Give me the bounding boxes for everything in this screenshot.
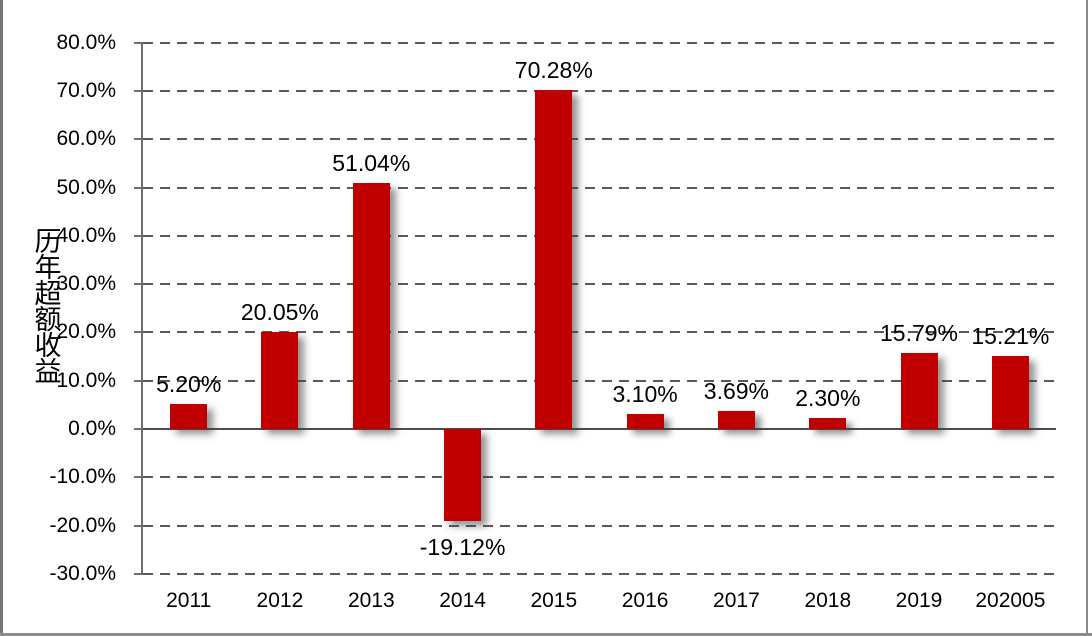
y-axis-tick-70 (134, 89, 141, 92)
value-label-2011: 5.20% (156, 370, 222, 397)
x-label-2017: 2017 (713, 589, 760, 612)
y-axis-title-char: 历 (34, 227, 62, 257)
y-axis-tick--10 (134, 476, 141, 479)
y-tick-label-0: 0.0% (68, 417, 116, 440)
value-label-2018: 2.30% (795, 384, 861, 411)
y-tick-label--10: -10.0% (49, 465, 116, 489)
x-label-2018: 2018 (804, 589, 852, 612)
bar-2013 (352, 182, 390, 429)
x-label-2016: 2016 (621, 589, 669, 612)
gridline-80 (143, 41, 1056, 44)
x-label-202005: 202005 (975, 589, 1046, 612)
bar-2012 (261, 332, 299, 429)
bar-2016 (626, 414, 664, 429)
gridline-50 (143, 186, 1056, 189)
bar-2014 (444, 429, 482, 522)
frame-bottom-border (0, 633, 1092, 636)
y-axis-title-char: 益 (34, 357, 62, 387)
value-label-2016: 3.10% (612, 381, 678, 407)
x-label-2012: 2012 (256, 589, 304, 612)
y-axis-title: 历年超额收益 (31, 227, 65, 387)
y-axis-title-char: 超 (34, 279, 62, 309)
gridline-30 (143, 283, 1056, 286)
x-label-2011: 2011 (166, 589, 212, 612)
x-label-2015: 2015 (530, 589, 578, 612)
y-axis-tick-0 (134, 428, 141, 430)
y-tick-label-50: 50.0% (56, 175, 116, 199)
y-axis-title-char: 额 (34, 305, 62, 335)
value-label-2012: 20.05% (240, 299, 319, 326)
x-label-2019: 2019 (895, 589, 943, 612)
value-label-202005: 15.21% (971, 322, 1050, 349)
y-tick-label--30: -30.0% (49, 561, 116, 585)
frame-left-border (0, 0, 3, 636)
gridline-60 (143, 138, 1056, 141)
y-axis-tick-80 (134, 41, 141, 44)
gridline--30 (143, 572, 1056, 575)
y-axis-tick--20 (134, 524, 141, 527)
bar-2017 (717, 411, 755, 429)
x-axis-zero-line (143, 428, 1056, 430)
value-label-2017: 3.69% (703, 378, 769, 405)
y-axis-tick-10 (134, 379, 141, 382)
x-label-2013: 2013 (347, 589, 395, 612)
y-tick-label-80: 80.0% (56, 30, 116, 54)
bar-2019 (900, 352, 938, 429)
bar-2018 (809, 417, 847, 429)
y-tick-label-70: 70.0% (56, 78, 116, 102)
y-axis-title-char: 收 (34, 331, 62, 361)
bar-202005 (991, 355, 1029, 429)
x-label-2014: 2014 (439, 589, 486, 612)
gridline--20 (143, 524, 1056, 527)
gridline-40 (143, 234, 1056, 237)
y-axis-tick-20 (134, 331, 141, 334)
frame-right-border (1086, 0, 1088, 636)
value-label-2015: 70.28% (514, 56, 593, 83)
y-tick-label-10: 10.0% (56, 368, 116, 392)
gridline--10 (143, 476, 1056, 479)
y-tick-label-30: 30.0% (56, 272, 116, 296)
gridline-10 (143, 379, 1056, 382)
gridline-20 (143, 331, 1056, 334)
gridline-70 (143, 89, 1056, 92)
y-axis-tick--30 (134, 572, 141, 575)
y-axis-tick-60 (134, 138, 141, 141)
bar-2015 (535, 89, 573, 429)
value-label-2014: -19.12% (419, 534, 506, 561)
bar-2011 (170, 403, 208, 429)
y-axis-tick-50 (134, 186, 141, 189)
y-tick-label-60: 60.0% (56, 127, 116, 151)
y-axis-tick-40 (134, 234, 141, 237)
value-label-2013: 51.04% (332, 149, 411, 176)
y-axis-tick-30 (134, 283, 141, 286)
y-axis-title-char: 年 (34, 253, 62, 283)
y-tick-label-20: 20.0% (56, 320, 116, 344)
y-tick-label--20: -20.0% (49, 513, 116, 537)
y-axis-line (141, 41, 143, 575)
y-tick-label-40: 40.0% (56, 223, 116, 247)
value-label-2019: 15.79% (879, 319, 958, 346)
